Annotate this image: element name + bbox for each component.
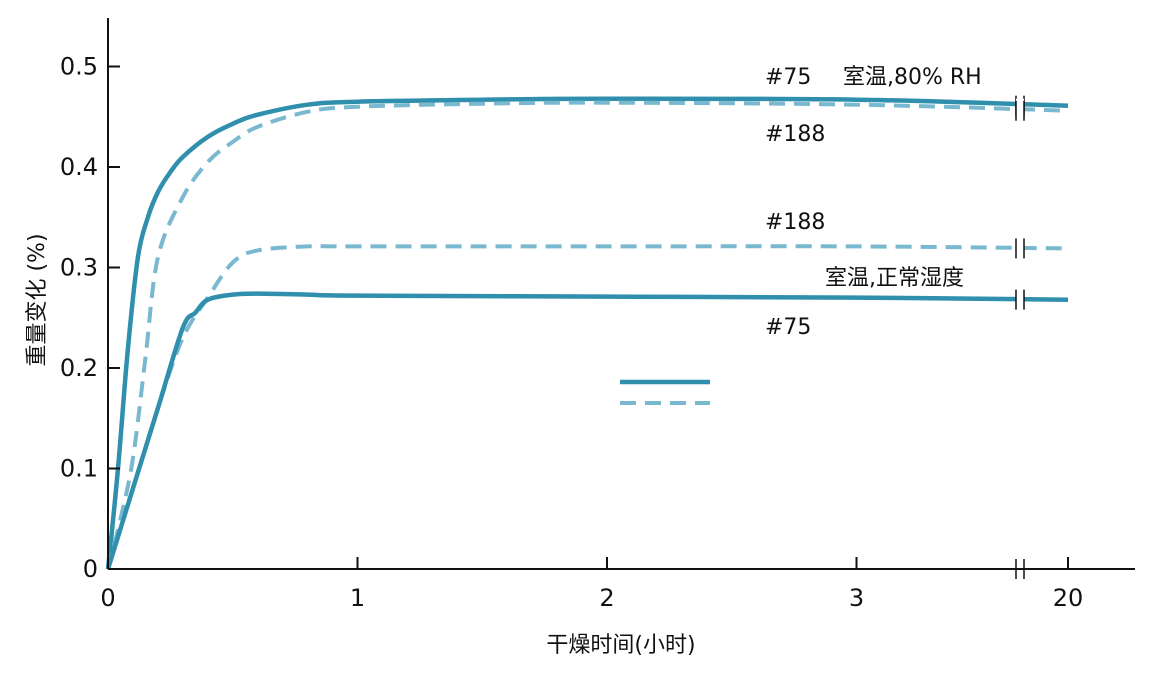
legend bbox=[620, 379, 710, 405]
series-line-3 bbox=[106, 244, 1069, 570]
axis-break-gap-3 bbox=[1016, 98, 1024, 123]
series-line-4 bbox=[105, 291, 1069, 570]
x-tick-label-0: 0 bbox=[100, 584, 115, 612]
y-tick-label-3: 0.3 bbox=[60, 254, 98, 282]
tick-layer: 0 1 2 3 20 0 0.1 0.2 0.3 0.4 0.5 bbox=[60, 53, 1083, 613]
y-tick-label-5: 0.5 bbox=[60, 53, 98, 81]
series-line-1 bbox=[105, 96, 1069, 570]
y-tick-label-0: 0 bbox=[83, 555, 98, 583]
annotation-high-condition: 室温,80% RH bbox=[843, 65, 982, 90]
annotation-low-condition: 室温,正常湿度 bbox=[825, 266, 964, 291]
axes-layer bbox=[107, 18, 1135, 570]
annotation-low-75: #75 bbox=[765, 315, 811, 340]
series-line-2 bbox=[106, 100, 1069, 570]
x-tick-label-1: 1 bbox=[350, 584, 365, 612]
annotation-low-188: #188 bbox=[765, 210, 825, 235]
axis-break-gap-5 bbox=[1016, 287, 1024, 312]
annotation-high-75: #75 bbox=[765, 65, 811, 90]
annotation-high-188: #188 bbox=[765, 122, 825, 147]
x-tick-label-3: 3 bbox=[849, 584, 864, 612]
x-tick-label-2: 2 bbox=[599, 584, 614, 612]
y-tick-label-1: 0.1 bbox=[60, 455, 98, 483]
x-axis-label: 干燥时间(小时) bbox=[546, 633, 695, 658]
y-tick-label-2: 0.2 bbox=[60, 354, 98, 382]
y-tick-label-4: 0.4 bbox=[60, 153, 98, 181]
series-layer bbox=[105, 96, 1069, 570]
axis-break-layer bbox=[1015, 93, 1025, 581]
y-axis-label: 重量变化 (%) bbox=[25, 233, 50, 366]
axis-break-gap-4 bbox=[1016, 236, 1024, 261]
x-tick-label-4: 20 bbox=[1053, 584, 1084, 612]
